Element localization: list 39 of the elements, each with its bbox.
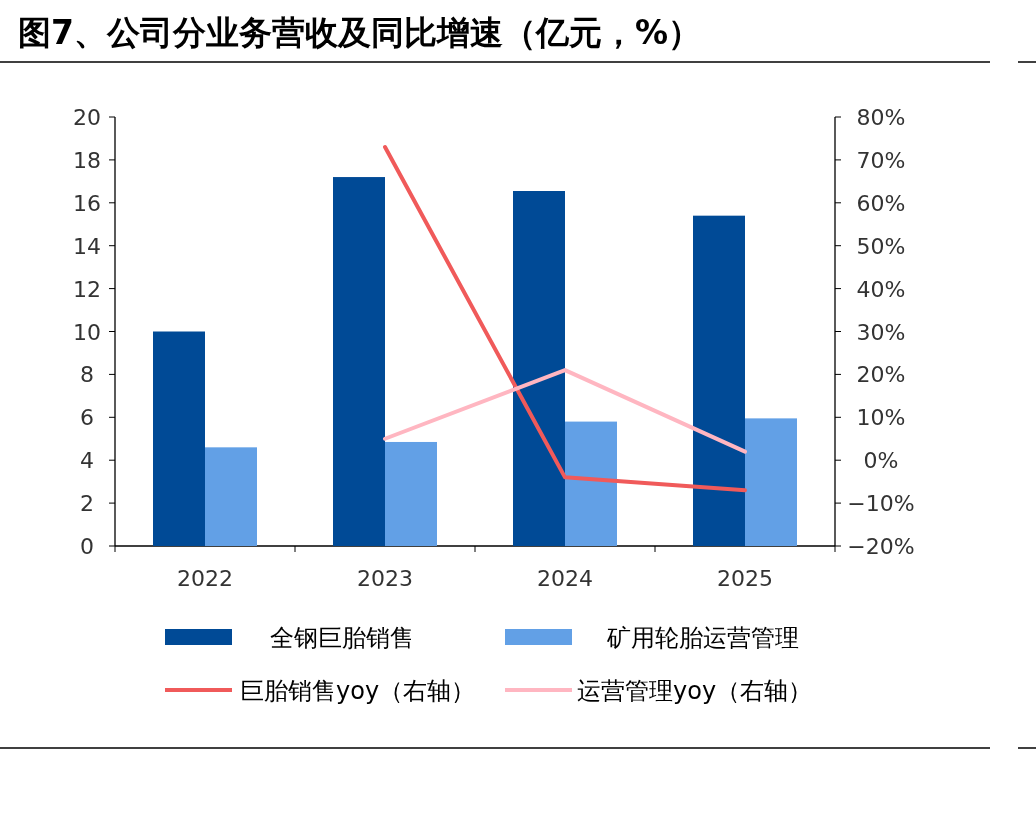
chart-title: 图7、公司分业务营收及同比增速（亿元，%） [18, 13, 702, 52]
y-tick-label: 16 [73, 190, 101, 216]
bar [385, 441, 437, 546]
y-tick-label: 10 [73, 319, 101, 345]
x-tick-label: 2022 [177, 566, 233, 591]
y2-tick-label: 50% [856, 233, 906, 259]
bar [205, 447, 257, 546]
y-tick-label: 12 [73, 276, 101, 302]
bar [153, 331, 205, 546]
y-tick-label: 14 [73, 233, 101, 259]
x-tick-label: 2024 [537, 566, 593, 591]
y2-tick-label: 70% [856, 147, 906, 173]
y2-tick-label: 30% [856, 319, 906, 345]
y-tick-label: 20 [73, 105, 101, 130]
legend-label: 运营管理yoy（右轴） [577, 677, 813, 705]
bar [745, 418, 797, 546]
y-tick-label: 0 [80, 534, 94, 559]
bar [565, 421, 617, 546]
y2-tick-label: 40% [856, 276, 906, 302]
y2-tick-label: 10% [856, 405, 906, 431]
y2-tick-label: 80% [856, 105, 906, 130]
y2-tick-label: −10% [847, 491, 915, 517]
legend-label: 矿用轮胎运营管理 [606, 624, 799, 652]
x-tick-label: 2023 [357, 566, 413, 591]
y-tick-label: 8 [80, 362, 94, 388]
y-tick-label: 18 [73, 147, 101, 173]
y-tick-label: 2 [80, 491, 94, 517]
y2-tick-label: 20% [856, 362, 906, 388]
y-tick-label: 6 [80, 405, 94, 431]
legend-label: 巨胎销售yoy（右轴） [240, 677, 476, 705]
bar [513, 191, 565, 546]
bar [333, 177, 385, 546]
y2-tick-label: 60% [856, 190, 906, 216]
legend-label: 全钢巨胎销售 [270, 624, 414, 652]
y-tick-label: 4 [80, 448, 94, 474]
y2-tick-label: 0% [863, 448, 899, 474]
x-tick-label: 2025 [717, 566, 773, 591]
y2-tick-label: −20% [847, 534, 915, 559]
bar [693, 215, 745, 546]
